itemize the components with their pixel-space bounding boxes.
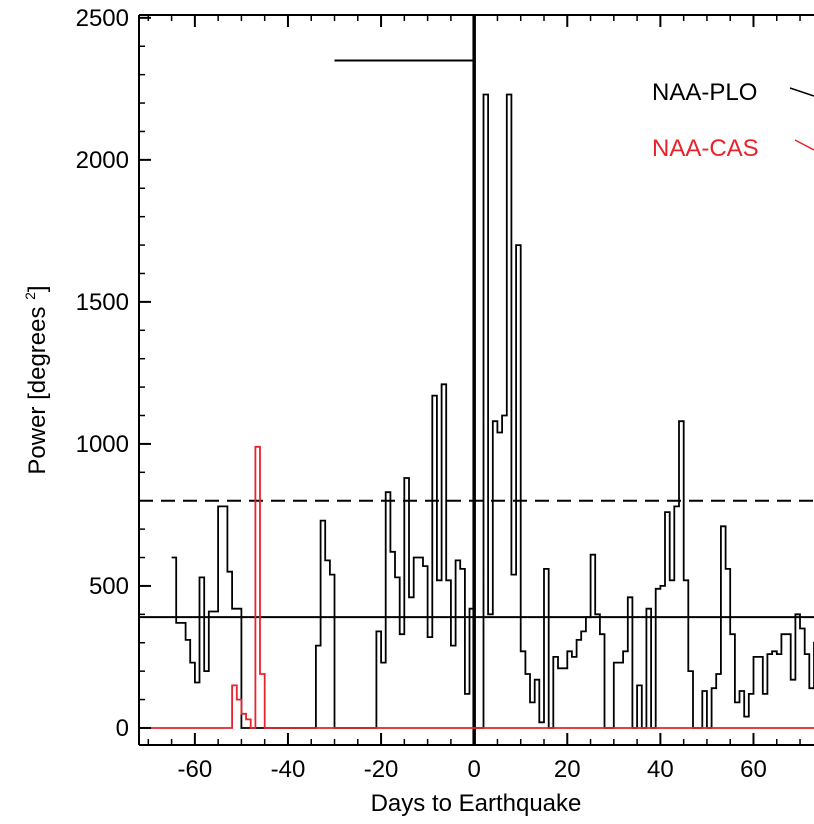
x-tick-label: 20	[554, 756, 581, 783]
x-tick-label: -20	[364, 756, 399, 783]
y-tick-label: 2500	[76, 5, 129, 32]
legend-pointer-naa-plo	[789, 87, 814, 97]
legend-pointer-naa-cas	[794, 139, 814, 151]
y-tick-label: 1000	[76, 431, 129, 458]
legend-entry-naa-plo: NAA-PLO	[652, 79, 757, 106]
x-tick-label: 0	[467, 756, 480, 783]
y-tick-label: 2000	[76, 147, 129, 174]
x-tick-label: -40	[271, 756, 306, 783]
y-axis-label-close: ]	[24, 285, 51, 292]
series-line-naa-plo	[171, 93, 814, 729]
x-tick-label: 40	[647, 756, 674, 783]
y-tick-label: 0	[116, 715, 129, 742]
series-line-naa-cas	[139, 445, 814, 729]
y-tick-label: 1500	[76, 289, 129, 316]
y-axis-label-superscript: 2	[22, 292, 38, 300]
y-axis-label-main: Power [degrees	[24, 300, 51, 475]
x-tick-label: 60	[740, 756, 767, 783]
y-axis-label: Power [degrees 2]	[22, 285, 51, 474]
y-tick-label: 500	[89, 573, 129, 600]
x-axis-label: Days to Earthquake	[371, 790, 582, 817]
legend-entry-naa-cas: NAA-CAS	[652, 135, 759, 162]
x-tick-label: -60	[178, 756, 213, 783]
